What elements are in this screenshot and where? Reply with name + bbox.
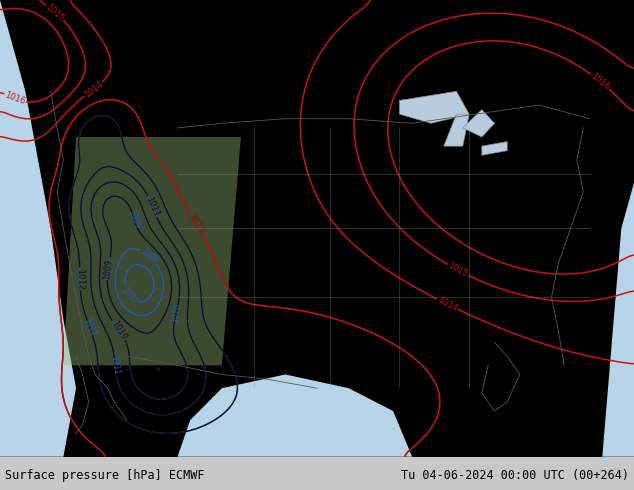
Text: Surface pressure [hPa] ECMWF: Surface pressure [hPa] ECMWF <box>5 468 205 482</box>
Text: 1014: 1014 <box>82 79 105 99</box>
Text: 1013: 1013 <box>186 212 205 235</box>
Polygon shape <box>602 183 634 457</box>
Polygon shape <box>444 114 469 146</box>
Text: Tu 04-06-2024 00:00 UTC (00+264): Tu 04-06-2024 00:00 UTC (00+264) <box>401 468 629 482</box>
Polygon shape <box>399 91 469 123</box>
Text: 1014: 1014 <box>436 295 459 313</box>
Text: 1011: 1011 <box>145 195 160 218</box>
Text: 1011: 1011 <box>109 355 120 375</box>
Text: 1016: 1016 <box>3 91 27 106</box>
Text: 1013: 1013 <box>186 212 205 235</box>
Polygon shape <box>463 110 495 137</box>
Text: 1007: 1007 <box>120 286 139 306</box>
Text: 1012: 1012 <box>82 316 97 337</box>
Text: 1009: 1009 <box>127 209 141 230</box>
Polygon shape <box>63 137 241 366</box>
Text: 1010: 1010 <box>170 303 183 324</box>
Text: 1015: 1015 <box>44 2 66 23</box>
Polygon shape <box>482 142 507 155</box>
Text: 1015: 1015 <box>446 261 469 279</box>
Text: 1009: 1009 <box>103 258 114 280</box>
Text: 1008: 1008 <box>139 246 159 266</box>
Polygon shape <box>0 0 76 457</box>
Text: 1010: 1010 <box>109 319 128 342</box>
Polygon shape <box>178 374 412 457</box>
Text: 1012: 1012 <box>75 269 84 290</box>
FancyBboxPatch shape <box>0 457 634 490</box>
Text: 1016: 1016 <box>589 71 611 92</box>
